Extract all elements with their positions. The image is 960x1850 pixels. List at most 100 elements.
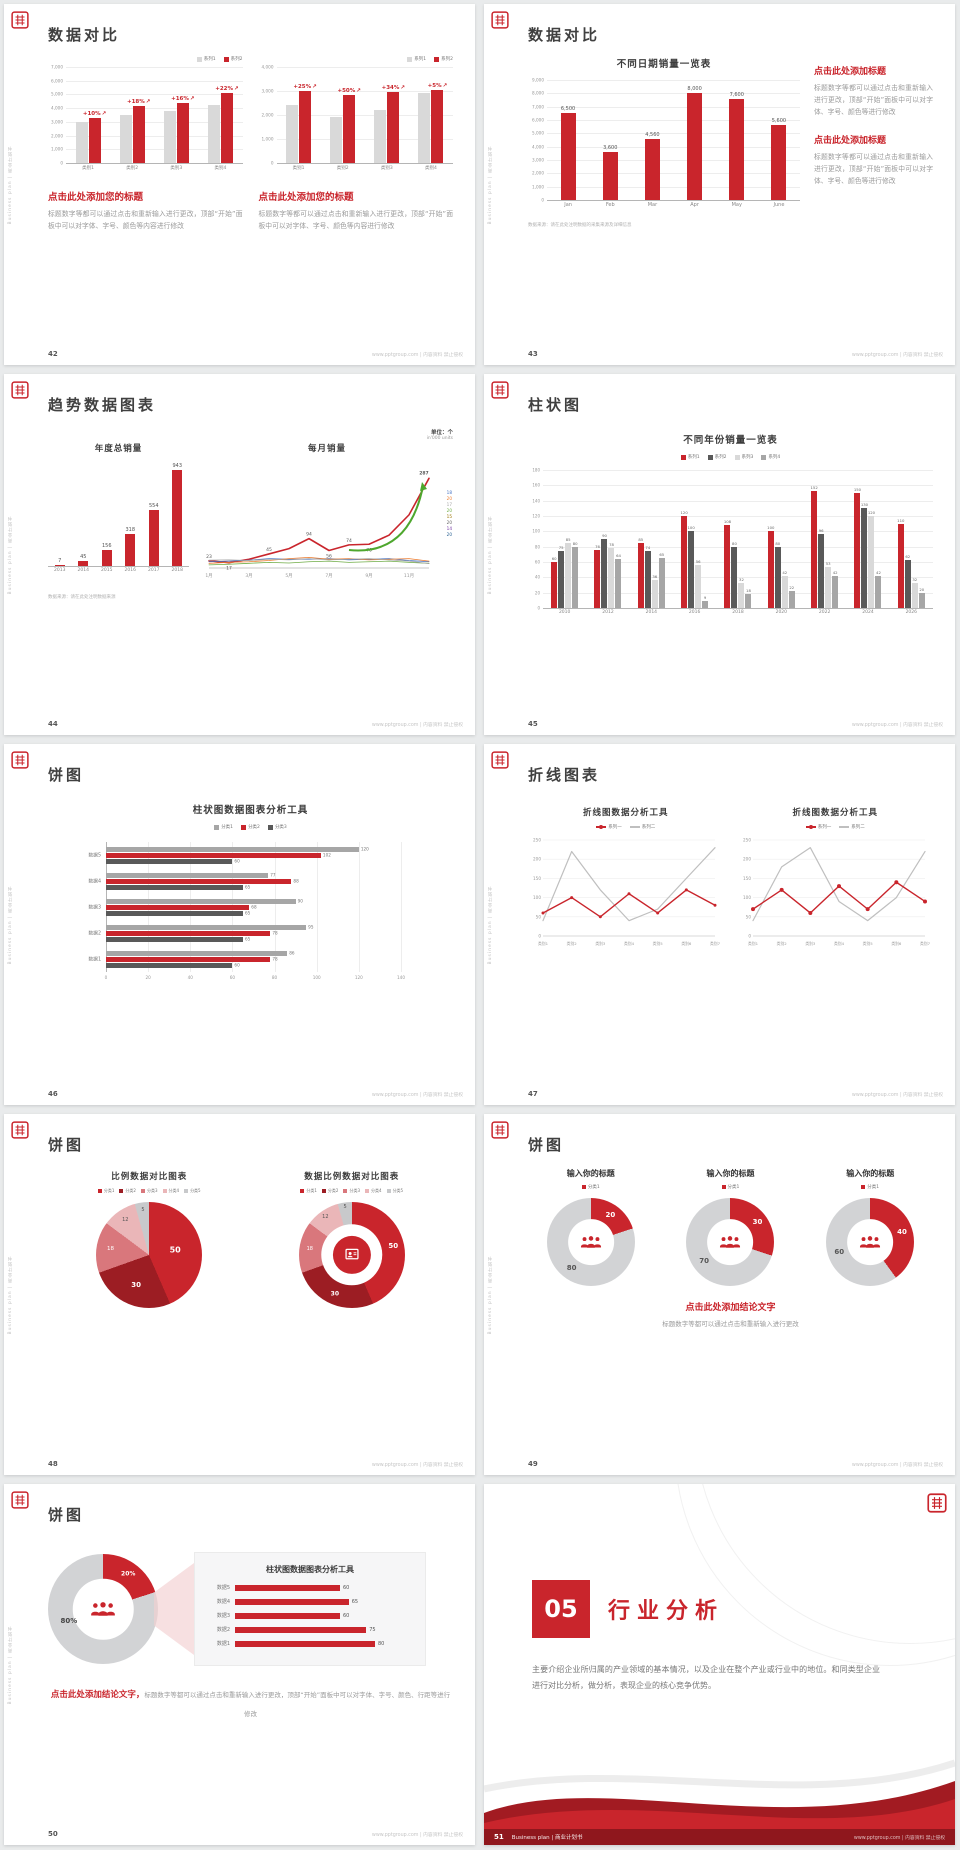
bar-value-label: 60 bbox=[551, 556, 557, 561]
unit-line1: 单位：个 bbox=[430, 430, 453, 436]
x-axis-label: 类别1 bbox=[82, 166, 94, 171]
slide-48[interactable]: Business plan | 商业计划书 饼图 比例数据对比图表 分类1 分类… bbox=[4, 1114, 475, 1475]
conclusion-body: 标题数字等都可以通过点击和重新输入进行更改 bbox=[662, 1320, 799, 1328]
legend-label: 系列2 bbox=[230, 57, 243, 62]
donut-block: 输入你的标题 分类1 20 80 bbox=[528, 1168, 654, 1286]
legend-item: 分类1 bbox=[214, 824, 233, 830]
slide-footer: 48 www.pptgroup.com | 内容资料 禁止侵权 bbox=[48, 1460, 463, 1468]
svg-text:类别4: 类别4 bbox=[833, 941, 844, 946]
bar-value-label: 100 bbox=[767, 525, 775, 531]
svg-text:150: 150 bbox=[533, 876, 541, 881]
legend-item: 分类5 bbox=[184, 1188, 201, 1194]
bar: 120 bbox=[681, 510, 688, 608]
chart-title: 数据比例数据对比图表 bbox=[304, 1172, 400, 1182]
x-axis-label: 2022 bbox=[818, 610, 831, 615]
bar-value-label: 110 bbox=[897, 517, 905, 523]
text-block-heading: 点击此处添加标题 bbox=[814, 135, 887, 146]
chart-title: 折线图数据分析工具 bbox=[582, 808, 669, 818]
slide-50[interactable]: Business plan | 商业计划书 饼图 20% 80% 柱状图数据图表分… bbox=[4, 1484, 475, 1845]
bar bbox=[106, 904, 250, 910]
legend-item: 分类1 bbox=[300, 1188, 317, 1194]
x-axis-line bbox=[547, 200, 800, 201]
trend-arrow-icon: ↗ bbox=[442, 82, 448, 89]
svg-text:45: 45 bbox=[266, 547, 272, 553]
bar: 78 bbox=[608, 542, 615, 608]
chart-wrap: 0 20 40 60 80 100 120 140 数据5 120 102 60 数据4 77 88 65 数据… bbox=[78, 842, 423, 983]
bar: +34%↗ bbox=[382, 85, 405, 163]
svg-text:50: 50 bbox=[745, 914, 751, 919]
people-icon bbox=[720, 1236, 741, 1248]
bar bbox=[374, 110, 387, 163]
analysis-panel: 柱状图数据图表分析工具 数据5 60 数据4 65 数据3 60 数据2 75 数据1 8… bbox=[194, 1552, 426, 1666]
page-number: 47 bbox=[528, 1090, 538, 1098]
pie-label: 40 bbox=[897, 1227, 907, 1236]
legend-label: 分类1 bbox=[306, 1188, 317, 1193]
x-axis-labels: 2010 2012 2014 2016 2018 2020 2022 2024 2026 bbox=[543, 610, 933, 615]
donut-chart: 20% 80% bbox=[48, 1554, 158, 1664]
x-axis-label: 2014 bbox=[645, 610, 658, 615]
bar bbox=[106, 852, 321, 858]
legend-swatch bbox=[97, 1189, 102, 1193]
row-value: 80 bbox=[378, 1640, 385, 1647]
bar-value-label: 78 bbox=[272, 930, 278, 936]
y-axis-label: 7,000 bbox=[532, 104, 544, 110]
slide-content: 系列1 系列2 7,000 6,000 5,000 4,000 3,000 2,000 1,… bbox=[48, 56, 453, 339]
slide-43[interactable]: Business plan | 商业计划书 数据对比 不同日期销量一览表 9,0… bbox=[484, 4, 955, 365]
legend-swatch bbox=[214, 824, 220, 830]
bar-group: 554 bbox=[142, 464, 166, 566]
slide-51[interactable]: 05 行业分析 主要介绍企业所归属的产业领域的基本情况，以及企业在整个产业或行业… bbox=[484, 1484, 955, 1845]
slide-49[interactable]: Business plan | 商业计划书 饼图 输入你的标题 分类1 20 80… bbox=[484, 1114, 955, 1475]
page-number: 51 bbox=[494, 1833, 504, 1841]
x-axis-line bbox=[66, 163, 243, 164]
svg-text:100: 100 bbox=[533, 895, 541, 900]
pie-wrap: 50 30 18 12 5 bbox=[259, 1202, 445, 1308]
panel-row: 数据5 60 bbox=[208, 1584, 412, 1591]
grouped-bar-chart: 7,000 6,000 5,000 4,000 3,000 2,000 1,000 0 +10%… bbox=[48, 65, 243, 175]
legend-line-sample bbox=[805, 825, 816, 829]
legend-label: 分类2 bbox=[327, 1188, 339, 1193]
people-icon-wrap bbox=[719, 1236, 741, 1249]
y-axis-label: 0 bbox=[270, 160, 274, 166]
bar-value-label: 5,600 bbox=[771, 118, 787, 125]
block-heading: 输入你的标题 bbox=[566, 1169, 615, 1178]
pie-label: 30 bbox=[752, 1218, 763, 1227]
line-chart-svg: 1月 3月 5月 7月 9月 11月231745945674762871820172015… bbox=[205, 470, 452, 579]
chart-title: 年度总销量 bbox=[94, 444, 143, 454]
line-chart: 250 200 150 100 50 0 类别1 类别2 类别3 类别4 类别5 类别6 类别7 bbox=[528, 834, 724, 952]
gridline bbox=[358, 842, 360, 972]
svg-text:100: 100 bbox=[743, 895, 751, 900]
page-number: 50 bbox=[48, 1830, 58, 1838]
grouped-bar-chart: 4,000 3,000 2,000 1,000 0 +25%↗ +50%↗ +34%↗ +5%↗… bbox=[259, 65, 453, 175]
chart-legend: 分类1 bbox=[668, 1184, 794, 1190]
legend-item: 系列二 bbox=[629, 824, 655, 830]
section-number: 05 bbox=[532, 1580, 590, 1638]
pie-hole bbox=[707, 1219, 754, 1265]
svg-text:类别4: 类别4 bbox=[624, 941, 635, 946]
y-axis-label: 180 bbox=[532, 467, 540, 473]
legend-label: 分类3 bbox=[146, 1188, 158, 1193]
slide-46[interactable]: Business plan | 商业计划书 饼图 柱状图数据图表分析工具 分类1… bbox=[4, 744, 475, 1105]
page-number: 42 bbox=[48, 350, 58, 358]
slide-footer: 45 www.pptgroup.com | 内容资料 禁止侵权 bbox=[528, 720, 943, 728]
section-title: 行业分析 bbox=[608, 1599, 725, 1624]
slide-45[interactable]: Business plan | 商业计划书 柱状图 不同年份销量一览表 系列1 … bbox=[484, 374, 955, 735]
slide-42[interactable]: Business plan | 商业计划书 数据对比 系列1 系列2 7,000… bbox=[4, 4, 475, 365]
x-axis-label: 80 bbox=[271, 975, 278, 980]
bar bbox=[106, 872, 269, 878]
slide-footer: 47 www.pptgroup.com | 内容资料 禁止侵权 bbox=[528, 1090, 943, 1098]
slide-44[interactable]: Business plan | 商业计划书 趋势数据图表 年度总销量 7 45 15… bbox=[4, 374, 475, 735]
slide-title: 柱状图 bbox=[528, 396, 583, 414]
x-axis-label: May bbox=[731, 202, 742, 208]
bar-group: 120 100 56 9 bbox=[673, 470, 716, 608]
slide-47[interactable]: Business plan | 商业计划书 折线图表 折线图数据分析工具 系列一… bbox=[484, 744, 955, 1105]
legend-label: 系列2 bbox=[714, 455, 727, 460]
svg-text:类别7: 类别7 bbox=[919, 941, 929, 946]
y-axis-label: 3,000 bbox=[532, 157, 544, 163]
bar-value-label: 78 bbox=[272, 956, 278, 962]
x-axis-label: 120 bbox=[354, 975, 363, 980]
x-axis-label: 2015 bbox=[101, 568, 113, 573]
legend-swatch bbox=[343, 1189, 348, 1193]
row-bar bbox=[235, 1640, 375, 1647]
gridline bbox=[547, 106, 800, 108]
legend-label: 系列一 bbox=[608, 825, 622, 830]
